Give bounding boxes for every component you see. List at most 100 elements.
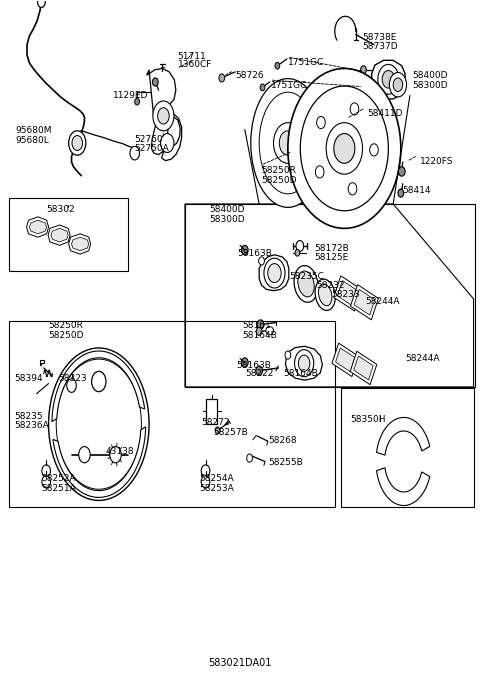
- Polygon shape: [337, 280, 358, 306]
- Ellipse shape: [266, 327, 274, 335]
- Circle shape: [69, 131, 86, 155]
- Text: 58250D: 58250D: [48, 331, 84, 340]
- Circle shape: [378, 65, 399, 94]
- Text: 58250R: 58250R: [262, 166, 297, 175]
- Text: 58161: 58161: [242, 321, 271, 330]
- Text: 58244A: 58244A: [405, 354, 440, 363]
- Circle shape: [130, 147, 140, 160]
- Text: 58172B: 58172B: [314, 244, 349, 253]
- Text: 51711: 51711: [178, 52, 206, 60]
- Polygon shape: [376, 468, 430, 505]
- Circle shape: [288, 69, 401, 228]
- Text: 58163B: 58163B: [238, 249, 273, 258]
- Circle shape: [285, 351, 291, 359]
- Polygon shape: [48, 225, 70, 245]
- Polygon shape: [332, 343, 359, 377]
- Text: 58268: 58268: [269, 436, 297, 445]
- Text: 58244A: 58244A: [365, 297, 400, 306]
- Text: 1129ED: 1129ED: [113, 92, 148, 100]
- Polygon shape: [53, 427, 146, 498]
- Circle shape: [389, 73, 407, 97]
- Polygon shape: [259, 255, 289, 291]
- Circle shape: [42, 465, 50, 477]
- Circle shape: [398, 167, 405, 176]
- Circle shape: [299, 355, 310, 371]
- Circle shape: [201, 476, 210, 488]
- Circle shape: [257, 320, 264, 329]
- Text: 58323: 58323: [58, 374, 87, 383]
- Text: 58232: 58232: [317, 280, 345, 289]
- Circle shape: [157, 108, 169, 124]
- Circle shape: [79, 447, 90, 463]
- Text: 58300D: 58300D: [412, 81, 448, 90]
- Circle shape: [334, 134, 355, 164]
- Text: 58254A: 58254A: [199, 475, 234, 483]
- Circle shape: [398, 189, 404, 197]
- Text: 58235: 58235: [14, 412, 43, 421]
- Circle shape: [348, 183, 357, 195]
- Circle shape: [241, 358, 248, 367]
- Circle shape: [37, 0, 45, 7]
- Circle shape: [268, 263, 281, 282]
- Bar: [93, 375, 105, 387]
- Circle shape: [256, 327, 262, 335]
- Polygon shape: [69, 234, 91, 254]
- Text: 58400D: 58400D: [209, 205, 244, 215]
- Bar: [206, 399, 217, 424]
- Text: 58300D: 58300D: [209, 215, 244, 224]
- Text: 58252A: 58252A: [41, 475, 76, 483]
- Text: 58236A: 58236A: [14, 422, 49, 430]
- Text: 58400D: 58400D: [412, 71, 448, 80]
- Text: 583021DA01: 583021DA01: [208, 658, 272, 668]
- Text: 58411D: 58411D: [367, 109, 402, 118]
- Text: 58302: 58302: [46, 205, 75, 215]
- Circle shape: [393, 78, 403, 92]
- Circle shape: [360, 66, 366, 74]
- Circle shape: [382, 71, 395, 88]
- Text: 58222: 58222: [245, 369, 273, 378]
- Circle shape: [247, 454, 252, 462]
- Text: 58251A: 58251A: [41, 484, 76, 493]
- Circle shape: [274, 123, 302, 164]
- Bar: [9, 198, 128, 271]
- Text: 58350H: 58350H: [350, 416, 385, 424]
- Text: 95680L: 95680L: [15, 136, 49, 145]
- Text: 52760: 52760: [135, 135, 163, 144]
- Circle shape: [315, 166, 324, 178]
- Ellipse shape: [259, 92, 317, 194]
- Text: 95680M: 95680M: [15, 126, 51, 135]
- Ellipse shape: [56, 359, 142, 490]
- Circle shape: [259, 257, 264, 265]
- Circle shape: [219, 74, 225, 82]
- Circle shape: [42, 476, 50, 488]
- Text: 1220FS: 1220FS: [420, 157, 453, 166]
- Circle shape: [300, 86, 388, 210]
- Text: 1751GC: 1751GC: [288, 58, 324, 67]
- Circle shape: [264, 258, 285, 288]
- Polygon shape: [376, 418, 430, 455]
- Bar: [9, 320, 335, 507]
- Bar: [340, 388, 474, 507]
- Circle shape: [67, 379, 76, 392]
- Ellipse shape: [315, 279, 335, 310]
- Circle shape: [296, 240, 304, 251]
- Text: 58394: 58394: [14, 374, 43, 383]
- Polygon shape: [52, 351, 144, 422]
- Polygon shape: [334, 276, 361, 311]
- Text: 58125E: 58125E: [314, 253, 348, 263]
- Text: 1360CF: 1360CF: [178, 60, 212, 69]
- Bar: [185, 204, 475, 387]
- Circle shape: [160, 134, 174, 153]
- Ellipse shape: [48, 348, 149, 500]
- Circle shape: [275, 62, 280, 69]
- Text: 58233: 58233: [331, 290, 360, 299]
- Text: 58253A: 58253A: [199, 484, 234, 493]
- Polygon shape: [350, 285, 378, 320]
- Circle shape: [256, 366, 263, 375]
- Text: 58164B: 58164B: [283, 369, 318, 378]
- Polygon shape: [354, 289, 375, 315]
- Circle shape: [215, 427, 220, 434]
- Text: 58257B: 58257B: [214, 428, 249, 437]
- Polygon shape: [72, 237, 89, 251]
- Ellipse shape: [318, 284, 332, 306]
